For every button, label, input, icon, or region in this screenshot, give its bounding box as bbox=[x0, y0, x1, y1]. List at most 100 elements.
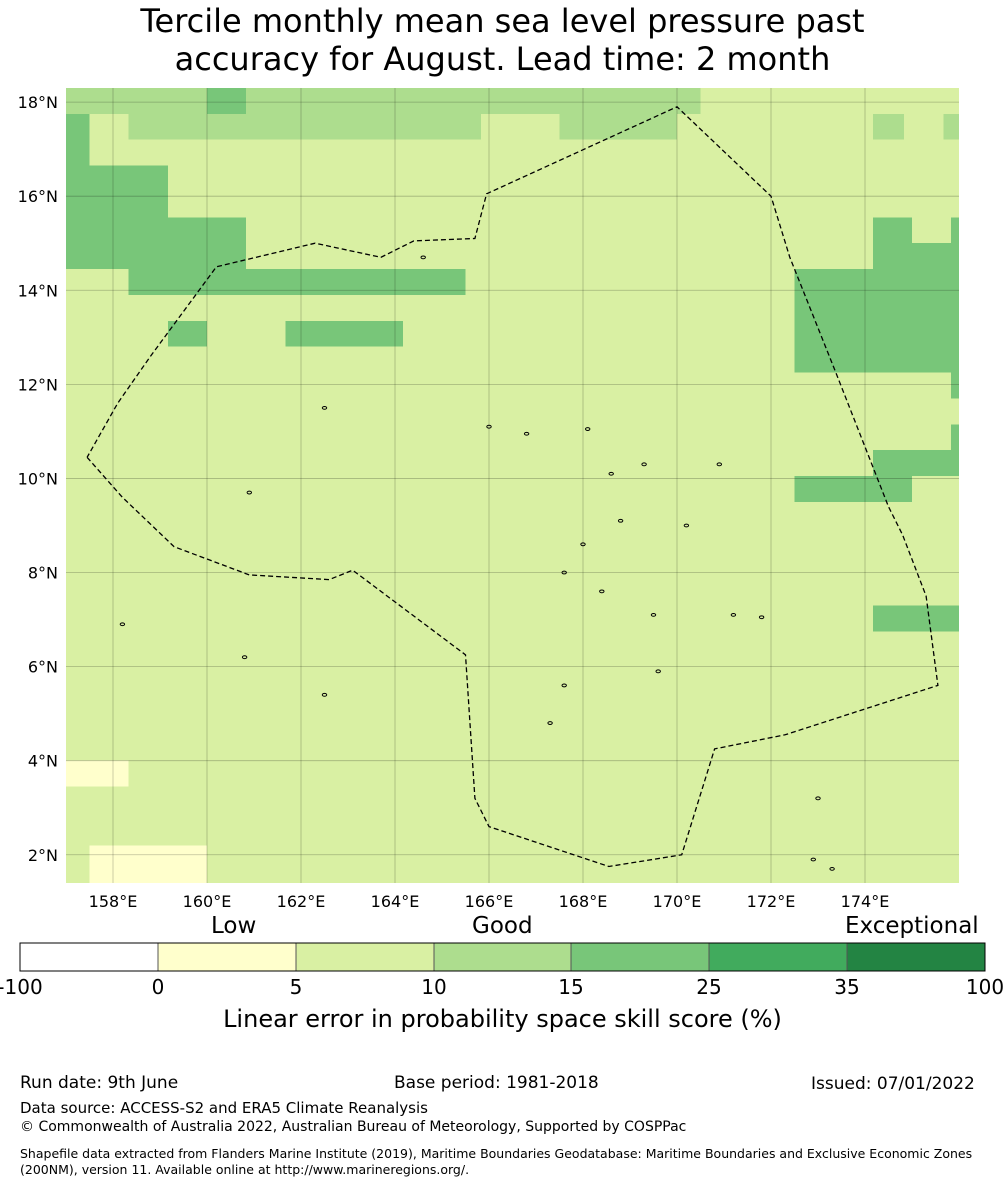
skill-cell bbox=[66, 217, 247, 244]
colorbar-label-exceptional: Exceptional bbox=[845, 913, 979, 939]
island-outline bbox=[561, 683, 567, 688]
skill-cell bbox=[951, 217, 959, 244]
skill-cell bbox=[559, 786, 599, 813]
data-source: Data source: ACCESS-S2 and ERA5 Climate … bbox=[20, 1099, 428, 1117]
colorbar-tick-label: -100 bbox=[0, 975, 43, 999]
copyright: © Commonwealth of Australia 2022, Austra… bbox=[20, 1119, 687, 1135]
island-outline bbox=[829, 866, 835, 871]
skill-cell bbox=[66, 476, 325, 502]
skill-cell bbox=[794, 476, 912, 502]
lon-tick-label: 164°E bbox=[371, 892, 420, 911]
skill-cell bbox=[167, 346, 207, 373]
skill-cell bbox=[66, 424, 442, 451]
skill-map: 158°E 160°E 162°E 164°E 166°E 168°E 170°E 172°E… bbox=[18, 88, 986, 972]
island-outline bbox=[683, 523, 690, 528]
colorbar-tick-label: 5 bbox=[289, 975, 303, 999]
skill-cell bbox=[207, 579, 364, 606]
skill-cell bbox=[904, 113, 944, 140]
island-outline bbox=[547, 721, 553, 725]
colorbar-tick-label: 100 bbox=[965, 975, 1005, 999]
skill-cell bbox=[755, 812, 795, 839]
colorbar-swatch bbox=[570, 942, 710, 972]
skill-cell bbox=[128, 269, 466, 295]
skill-cell bbox=[402, 553, 442, 580]
colorbar-tick-label: 35 bbox=[834, 975, 860, 999]
skill-cell bbox=[794, 683, 912, 709]
skill-cell bbox=[66, 113, 90, 140]
skill-cell bbox=[402, 346, 482, 373]
skill-cell bbox=[872, 243, 959, 270]
skill-cell bbox=[481, 553, 638, 580]
colorbar-swatch bbox=[157, 942, 297, 972]
skill-cell bbox=[128, 760, 442, 787]
skill-cell bbox=[66, 243, 247, 270]
skill-cells bbox=[66, 88, 959, 883]
lat-tick-label: 14°N bbox=[18, 281, 58, 300]
base-period: Base period: 1981-2018 bbox=[394, 1073, 599, 1093]
lat-tick-label: 16°N bbox=[18, 187, 58, 206]
island-outline bbox=[815, 796, 821, 801]
island-outline bbox=[641, 462, 647, 467]
colorbar bbox=[19, 942, 986, 972]
skill-cell bbox=[66, 786, 442, 813]
issued-date: Issued: 07/01/2022 bbox=[811, 1074, 975, 1094]
island-outline bbox=[246, 490, 253, 495]
skill-cell bbox=[66, 605, 286, 632]
map-title-line1: Tercile monthly mean sea level pressure … bbox=[140, 2, 865, 40]
lat-tick-label: 8°N bbox=[28, 564, 58, 583]
skill-cell bbox=[951, 424, 959, 451]
skill-cell bbox=[872, 450, 959, 477]
lon-tick-label: 168°E bbox=[559, 892, 608, 911]
skill-cell bbox=[89, 845, 207, 883]
skill-cell bbox=[794, 320, 959, 347]
island-outline bbox=[608, 471, 614, 476]
island-outline bbox=[241, 655, 248, 660]
island-outline bbox=[617, 518, 624, 523]
island-outline bbox=[758, 615, 765, 620]
skill-cell bbox=[66, 631, 325, 658]
island-outline bbox=[580, 542, 586, 547]
colorbar-swatch bbox=[846, 942, 986, 972]
skill-cell bbox=[66, 139, 90, 166]
skill-cell bbox=[66, 657, 286, 684]
island-outline bbox=[486, 424, 492, 429]
island-outline bbox=[716, 462, 722, 467]
skill-cell bbox=[66, 812, 442, 839]
island-outline bbox=[561, 570, 567, 575]
islands bbox=[119, 255, 835, 871]
island-outline bbox=[119, 622, 126, 627]
island-outline bbox=[655, 669, 661, 674]
colorbar-label-low: Low bbox=[211, 913, 257, 939]
island-outline bbox=[420, 255, 426, 260]
skill-cell bbox=[66, 683, 364, 709]
eez-boundary bbox=[86, 106, 939, 868]
skill-cell bbox=[66, 501, 168, 528]
lat-tick-label: 4°N bbox=[28, 752, 58, 771]
colorbar-label-good: Good bbox=[472, 913, 533, 939]
skill-cell bbox=[794, 346, 959, 373]
skill-cell bbox=[285, 320, 403, 347]
skill-cell bbox=[66, 553, 247, 580]
island-outline bbox=[585, 427, 591, 431]
lon-tick-label: 170°E bbox=[653, 892, 702, 911]
lon-tick-label: 166°E bbox=[465, 892, 514, 911]
skill-cell bbox=[794, 294, 959, 321]
skill-cell bbox=[66, 708, 442, 735]
latitude-tick-labels: 18°N 16°N 14°N 12°N 10°N 8°N 6°N 4°N 2°N bbox=[18, 93, 58, 865]
skill-cell bbox=[520, 527, 599, 554]
colorbar-tick-label: 0 bbox=[151, 975, 165, 999]
colorbar-tick-label: 25 bbox=[696, 975, 722, 999]
longitude-tick-labels: 158°E 160°E 162°E 164°E 166°E 168°E 170°E 172°E… bbox=[89, 892, 890, 911]
skill-cell bbox=[677, 838, 717, 865]
run-date: Run date: 9th June bbox=[20, 1073, 179, 1093]
lat-tick-label: 18°N bbox=[18, 93, 58, 112]
island-outline bbox=[321, 692, 328, 697]
island-outline bbox=[730, 612, 737, 617]
skill-cell bbox=[167, 320, 207, 347]
colorbar-swatch bbox=[708, 942, 848, 972]
skill-cell bbox=[66, 165, 168, 192]
skill-cell bbox=[66, 450, 521, 477]
skill-cell bbox=[951, 372, 959, 399]
island-outline bbox=[810, 857, 816, 862]
colorbar-swatch bbox=[19, 942, 159, 972]
